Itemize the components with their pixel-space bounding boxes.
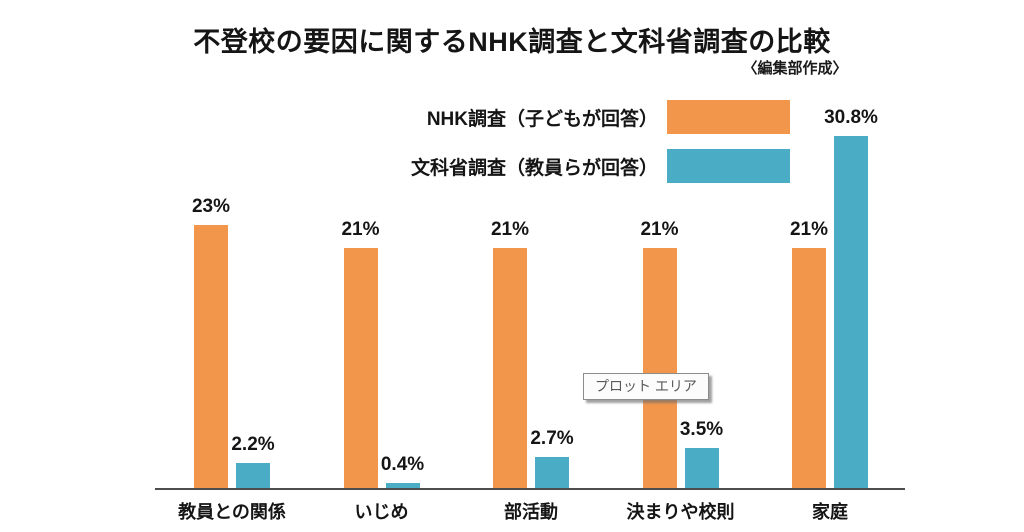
bar-value-label-nhk-3: 21% [640,219,679,240]
bar-nhk-1 [343,248,378,488]
plot-area-tooltip: プロット エリア [583,373,709,400]
legend-item-mext: 文科省調査（教員らが回答） [0,149,790,183]
chart-subtitle: 〈編集部作成〉 [742,60,848,77]
bar-value-label-nhk-4: 21% [789,219,829,240]
bar-mext-0 [236,462,270,488]
category-label-4: 家庭 [812,502,848,522]
bar-mext-2 [535,457,569,488]
bar-value-label-mext-1: 0.4% [380,454,425,476]
chart-legend: NHK調査（子どもが回答） 文科省調査（教員らが回答） [0,100,790,198]
chart-title: 不登校の要因に関するNHK調査と文科省調査の比較 [193,27,831,57]
legend-label-nhk: NHK調査（子どもが回答） [426,108,658,130]
bar-mext-3 [684,448,719,488]
category-label-2: 部活動 [504,502,558,522]
legend-label-mext: 文科省調査（教員らが回答） [410,157,658,179]
bar-value-label-mext-3: 3.5% [679,419,724,440]
bar-nhk-4 [792,248,826,488]
bar-value-label-nhk-1: 21% [341,219,380,240]
bar-mext-1 [385,483,420,488]
bar-value-label-nhk-2: 21% [490,219,530,240]
plot-area: プロット エリア 23% 2.2% 教員との関係 21% 0.4% いじめ 21% 2.7% 部… [155,107,905,522]
bar-value-label-mext-0: 2.2% [231,433,275,455]
category-label-1: いじめ [354,502,409,522]
bar-value-label-mext-2: 2.7% [530,428,574,450]
legend-item-nhk: NHK調査（子どもが回答） [0,100,790,134]
bar-value-label-nhk-0: 23% [191,196,231,218]
bar-nhk-3 [642,248,677,488]
bar-mext-4 [834,136,868,488]
bar-nhk-2 [493,248,527,488]
bar-value-label-mext-4: 30.8% [824,107,878,128]
legend-swatch-nhk [667,100,790,134]
bar-nhk-0 [194,225,228,488]
category-label-3: 決まりや校則 [626,502,735,522]
category-label-0: 教員との関係 [178,502,286,522]
legend-swatch-mext [667,149,790,183]
